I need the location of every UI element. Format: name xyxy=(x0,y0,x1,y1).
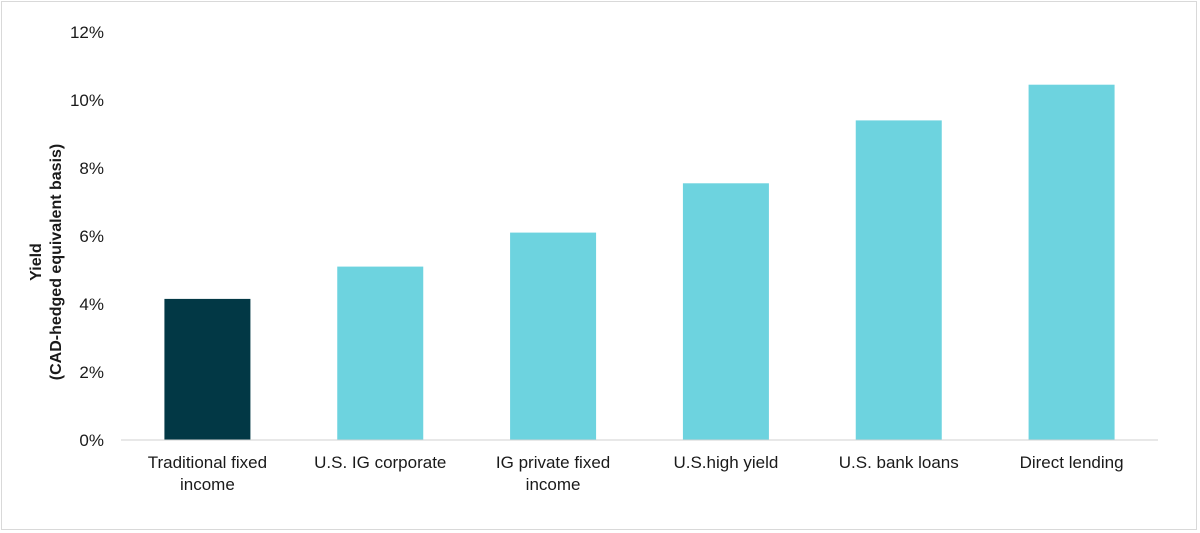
x-tick-label: Traditional fixed income xyxy=(148,453,267,494)
x-axis-labels: Traditional fixed income U.S. IG corporate… xyxy=(148,453,1124,494)
y-axis-ticks: 0% 2% 4% 6% 8% 10% 12% xyxy=(70,23,104,450)
x-tick-label: U.S. IG corporate xyxy=(314,453,446,472)
y-tick-label: 0% xyxy=(79,431,104,450)
y-tick-label: 12% xyxy=(70,23,104,42)
x-tick-label: U.S.high yield xyxy=(673,453,778,472)
y-tick-label: 8% xyxy=(79,159,104,178)
y-tick-label: 4% xyxy=(79,295,104,314)
bar xyxy=(337,266,424,440)
bar xyxy=(1028,84,1115,440)
y-tick-label: 2% xyxy=(79,363,104,382)
x-tick-label: IG private fixed income xyxy=(496,453,610,494)
bar xyxy=(855,120,942,441)
bars xyxy=(164,84,1115,441)
bar xyxy=(510,232,597,440)
bar xyxy=(682,183,769,441)
y-axis-label: Yield xyxy=(28,243,45,281)
x-tick-label: U.S. bank loans xyxy=(839,453,959,472)
y-axis-sublabel: (CAD-hedged equivalent basis) xyxy=(48,144,65,380)
bar xyxy=(164,298,251,440)
y-tick-label: 6% xyxy=(79,227,104,246)
x-tick-label: Direct lending xyxy=(1020,453,1124,472)
y-tick-label: 10% xyxy=(70,91,104,110)
y-axis-title: Yield (CAD-hedged equivalent basis) xyxy=(28,144,65,380)
